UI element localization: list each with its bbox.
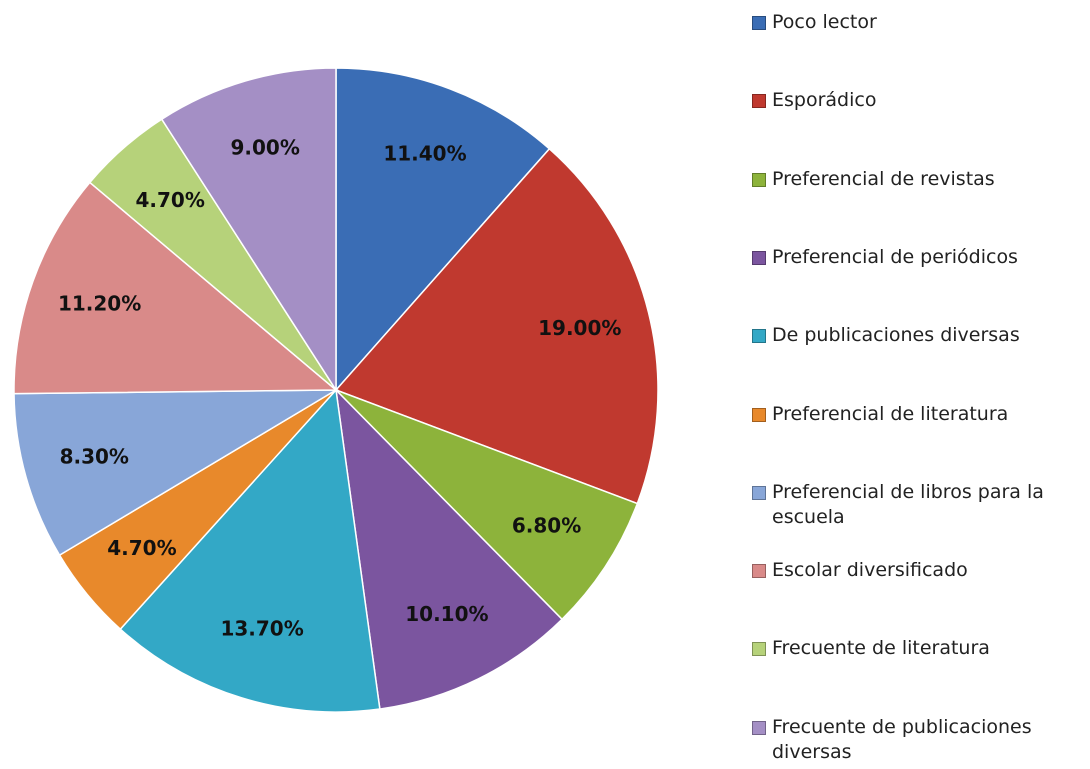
legend-label: De publicaciones diversas <box>772 324 1020 347</box>
legend-item: Preferencial de libros para la escuela <box>752 480 1072 530</box>
legend-label: Frecuente de literatura <box>772 637 990 660</box>
slice-label: 4.70% <box>107 536 176 560</box>
legend-item: Preferencial de literatura <box>752 402 1072 427</box>
legend-swatch <box>752 94 766 109</box>
pie-slice <box>160 67 337 393</box>
legend-item: Preferencial de periódicos <box>752 245 1072 270</box>
slice-label: 19.00% <box>538 316 621 340</box>
legend-swatch <box>752 16 766 30</box>
legend-label: Esporádico <box>772 89 877 112</box>
slice-label: 11.20% <box>58 292 141 316</box>
legend-item: Esporádico <box>752 88 1072 113</box>
legend-swatch <box>752 329 766 344</box>
legend-swatch <box>752 407 766 422</box>
legend-swatch <box>752 564 766 579</box>
slice-label: 10.10% <box>405 602 488 626</box>
slice-label: 8.30% <box>60 445 129 469</box>
slice-label: 9.00% <box>230 136 299 160</box>
pie-slice <box>334 147 659 505</box>
legend-item: De publicaciones diversas <box>752 323 1072 348</box>
legend-swatch <box>752 642 766 657</box>
legend-label: Escolar diversificado <box>772 559 968 582</box>
legend-label: Preferencial de periódicos <box>772 245 1018 268</box>
legend-label: Preferencial de literatura <box>772 402 1009 425</box>
slice-label: 11.40% <box>383 142 466 166</box>
slice-label: 6.80% <box>512 513 581 537</box>
legend-item: Escolar diversificado <box>752 558 1072 583</box>
legend-item: Poco lector <box>752 10 1072 35</box>
legend-label: Preferencial de revistas <box>772 167 995 190</box>
legend-swatch <box>752 485 766 500</box>
pie-slice <box>335 67 551 392</box>
slice-label: 13.70% <box>220 617 303 641</box>
legend-label: Poco lector <box>772 11 877 33</box>
legend-label: Frecuente de publicaciones diversas <box>772 715 1032 763</box>
legend-item: Frecuente de publicaciones diversas <box>752 715 1072 765</box>
pie-slice <box>13 389 339 557</box>
slice-label: 4.70% <box>135 188 204 212</box>
pie-slice <box>13 181 339 395</box>
pie-slice <box>335 389 639 621</box>
legend-swatch <box>752 720 766 735</box>
legend-swatch <box>752 172 766 187</box>
legend-swatch <box>752 250 766 265</box>
legend-item: Frecuente de literatura <box>752 636 1072 661</box>
pie-slice <box>119 388 381 713</box>
pie-slice <box>334 387 564 710</box>
legend-item: Preferencial de revistas <box>752 167 1072 192</box>
legend-label: Preferencial de libros para la escuela <box>772 480 1044 528</box>
